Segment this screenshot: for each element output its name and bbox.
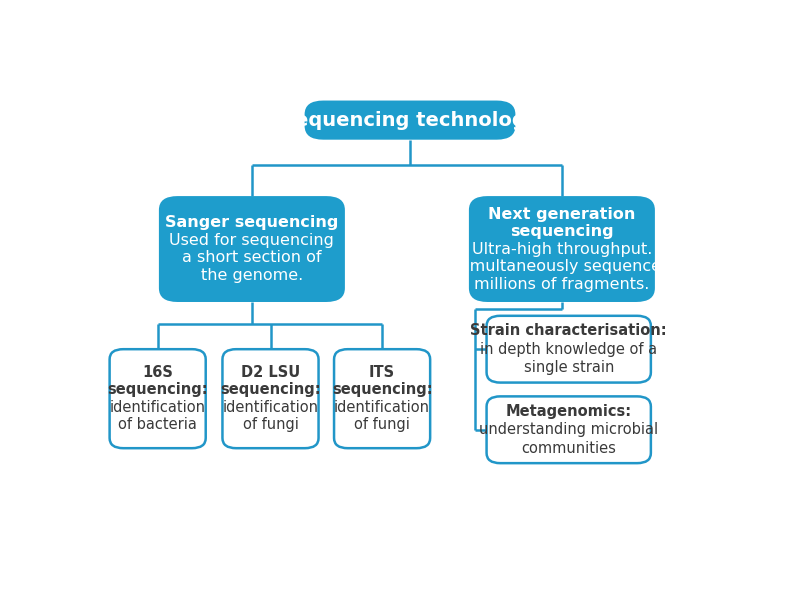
Text: Sanger sequencing: Sanger sequencing [166, 215, 338, 230]
Text: the genome.: the genome. [201, 268, 303, 283]
Text: sequencing: sequencing [510, 224, 614, 239]
Text: sequencing:: sequencing: [107, 383, 208, 398]
Text: ITS: ITS [369, 365, 395, 380]
FancyBboxPatch shape [334, 349, 430, 448]
Text: 16S: 16S [142, 365, 173, 380]
Text: understanding microbial: understanding microbial [479, 422, 658, 437]
Text: communities: communities [522, 441, 616, 456]
Text: single strain: single strain [523, 360, 614, 375]
FancyBboxPatch shape [159, 196, 345, 302]
Text: in depth knowledge of a: in depth knowledge of a [480, 341, 658, 356]
FancyBboxPatch shape [486, 396, 651, 463]
Text: of fungi: of fungi [354, 417, 410, 432]
Text: identification: identification [222, 400, 318, 415]
Text: Next generation: Next generation [488, 206, 635, 221]
Text: Metagenomics:: Metagenomics: [506, 404, 632, 419]
FancyBboxPatch shape [222, 349, 318, 448]
Text: identification: identification [110, 400, 206, 415]
Text: a short section of: a short section of [182, 251, 322, 266]
Text: millions of fragments.: millions of fragments. [474, 276, 650, 292]
Text: Strain characterisation:: Strain characterisation: [470, 324, 667, 338]
Text: identification: identification [334, 400, 430, 415]
Text: of fungi: of fungi [242, 417, 298, 432]
Text: sequencing:: sequencing: [220, 383, 321, 398]
FancyBboxPatch shape [469, 196, 655, 302]
FancyBboxPatch shape [305, 100, 515, 140]
FancyBboxPatch shape [486, 316, 651, 383]
Text: D2 LSU: D2 LSU [241, 365, 300, 380]
Text: sequencing:: sequencing: [332, 383, 433, 398]
Text: Used for sequencing: Used for sequencing [170, 233, 334, 248]
Text: of bacteria: of bacteria [118, 417, 197, 432]
Text: Simultaneously sequences: Simultaneously sequences [454, 259, 669, 274]
FancyBboxPatch shape [110, 349, 206, 448]
Text: Sequencing technology: Sequencing technology [282, 111, 538, 130]
Text: Ultra-high throughput.: Ultra-high throughput. [472, 242, 652, 257]
